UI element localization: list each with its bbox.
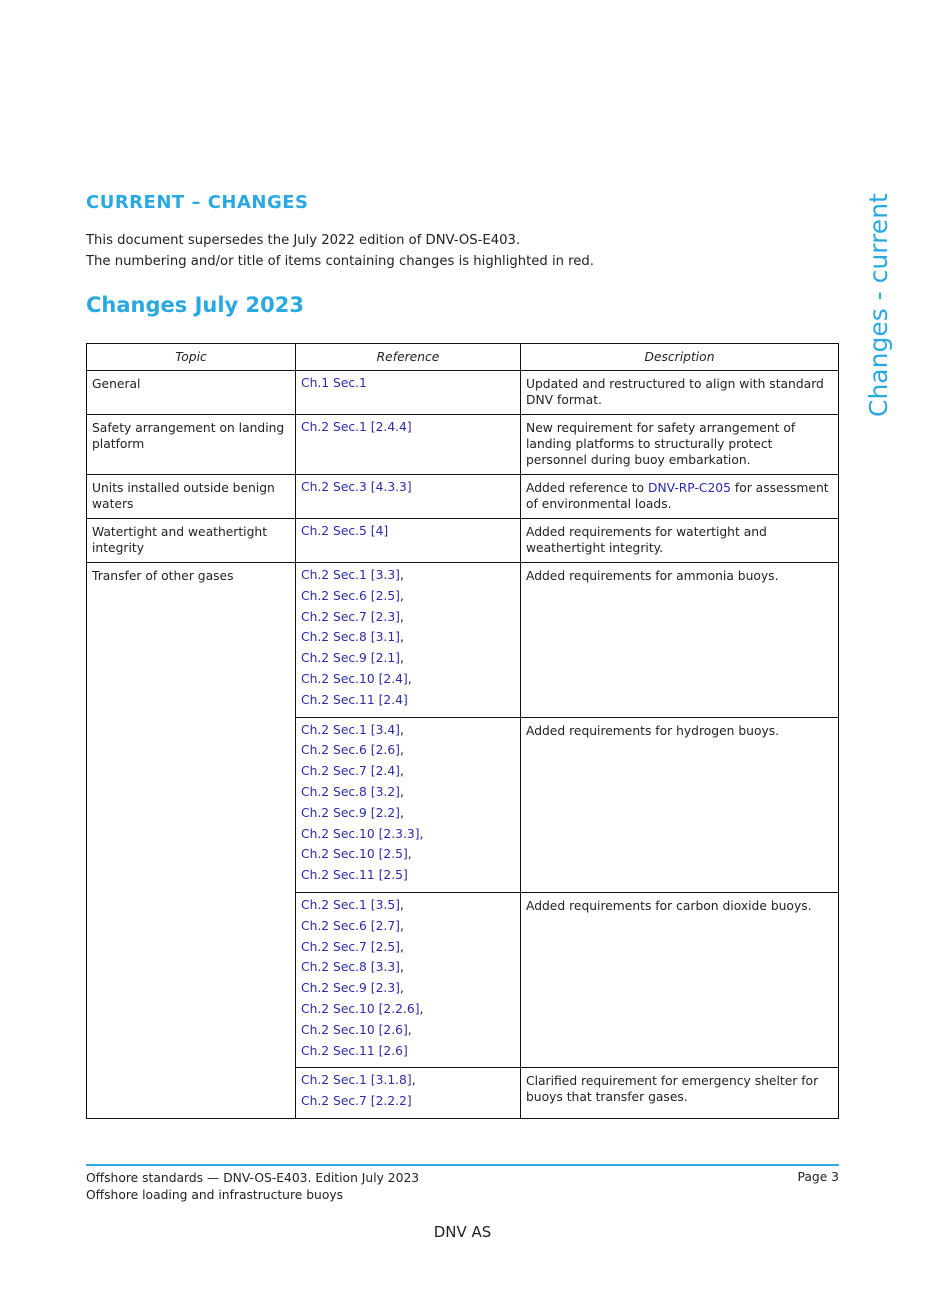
description-text: Added reference to xyxy=(526,481,648,495)
reference-link[interactable]: Ch.2 Sec.10 [2.3.3] xyxy=(301,826,420,841)
reference-link[interactable]: Ch.2 Sec.7 [2.4] xyxy=(301,764,400,779)
table-row: Ch.2 Sec.1 [3.1.8], Ch.2 Sec.7 [2.2.2] Cla… xyxy=(87,1067,839,1119)
reference-cell: Ch.2 Sec.1 [3.1.8], Ch.2 Sec.7 [2.2.2] xyxy=(295,1067,521,1119)
reference-link[interactable]: Ch.2 Sec.8 [3.2] xyxy=(301,784,400,799)
side-label: Changes - current xyxy=(864,193,894,417)
reference-link[interactable]: Ch.2 Sec.10 [2.4] xyxy=(301,671,408,686)
table-row: Watertight and weathertight integrity Ch.… xyxy=(86,518,839,563)
reference-link[interactable]: Ch.2 Sec.10 [2.5] xyxy=(301,847,408,862)
standard-link[interactable]: DNV-RP-C205 xyxy=(647,481,731,495)
reference-link[interactable]: Ch.2 Sec.7 [2.5] xyxy=(301,939,400,954)
reference-link[interactable]: Ch.2 Sec.7 [2.3] xyxy=(301,609,400,624)
topic-cell: Watertight and weathertight integrity xyxy=(86,518,296,563)
reference-link[interactable]: Ch.1 Sec.1 xyxy=(301,376,367,390)
topic-cell: Units installed outside benign waters xyxy=(86,474,296,519)
reference-cell: Ch.2 Sec.1 [3.4], Ch.2 Sec.6 [2.6], Ch.2 S… xyxy=(295,716,521,893)
reference-link[interactable]: Ch.2 Sec.10 [2.6] xyxy=(301,1022,408,1037)
reference-link[interactable]: Ch.2 Sec.9 [2.1] xyxy=(301,651,400,666)
description-cell: Clarified requirement for emergency shel… xyxy=(520,1067,839,1119)
reference-cell: Ch.2 Sec.1 [3.5], Ch.2 Sec.6 [2.7], Ch.2 S… xyxy=(295,891,521,1069)
description-text: Added requirements for watertight and we… xyxy=(526,525,767,555)
reference-link[interactable]: Ch.2 Sec.6 [2.7] xyxy=(301,918,400,933)
reference-link[interactable]: Ch.2 Sec.1 [3.5] xyxy=(301,897,400,912)
description-text: Added requirements for hydrogen buoys. xyxy=(526,723,780,738)
table-row: Safety arrangement on landing platform Ch… xyxy=(86,414,839,475)
footer-text: Offshore standards — DNV-OS-E403. Editio… xyxy=(86,1170,419,1204)
table-row: Units installed outside benign waters Ch.… xyxy=(86,474,839,519)
side-label-text: Changes - current xyxy=(864,193,893,417)
description-text: New requirement for safety arrangement o… xyxy=(526,421,796,467)
reference-link[interactable]: Ch.2 Sec.11 [2.6] xyxy=(301,1043,408,1058)
description-cell: Updated and restructured to align with s… xyxy=(520,370,839,415)
description-cell: Added requirements for watertight and we… xyxy=(520,518,839,563)
reference-link[interactable]: Ch.2 Sec.3 [4.3.3] xyxy=(301,480,412,494)
section-heading: CURRENT – CHANGES xyxy=(86,192,309,213)
reference-link[interactable]: Ch.2 Sec.5 [4] xyxy=(301,524,389,538)
header-reference: Reference xyxy=(295,343,521,371)
reference-link[interactable]: Ch.2 Sec.1 [3.4] xyxy=(301,722,400,737)
reference-link[interactable]: Ch.2 Sec.8 [3.3] xyxy=(301,960,400,975)
reference-cell: Ch.2 Sec.1 [3.3], Ch.2 Sec.6 [2.5], Ch.2 S… xyxy=(295,562,521,718)
reference-link[interactable]: Ch.2 Sec.10 [2.2.6] xyxy=(301,1001,420,1016)
description-cell: Added requirements for ammonia buoys. xyxy=(520,562,839,718)
page-number: Page 3 xyxy=(797,1170,839,1184)
reference-link[interactable]: Ch.2 Sec.8 [3.1] xyxy=(301,630,400,645)
header-topic: Topic xyxy=(86,343,296,371)
description-text: for assessment of environmental loads. xyxy=(526,481,829,511)
reference-cell: Ch.2 Sec.3 [4.3.3] xyxy=(295,474,521,519)
reference-link[interactable]: Ch.2 Sec.1 [2.4.4] xyxy=(301,420,412,434)
header-description: Description xyxy=(520,343,839,371)
description-cell: New requirement for safety arrangement o… xyxy=(520,414,839,475)
topic-cell: Transfer of other gases xyxy=(86,562,296,1119)
changes-heading: Changes July 2023 xyxy=(86,293,304,317)
topic-cell: Safety arrangement on landing platform xyxy=(86,414,296,475)
description-text: Clarified requirement for emergency shel… xyxy=(526,1074,819,1105)
description-text: Updated and restructured to align with s… xyxy=(526,377,824,407)
intro-line: The numbering and/or title of items cont… xyxy=(86,254,594,269)
reference-link[interactable]: Ch.2 Sec.1 [3.3] xyxy=(301,568,400,582)
reference-link[interactable]: Ch.2 Sec.11 [2.4] xyxy=(301,692,408,707)
table-row: General Ch.1 Sec.1 Updated and restructure… xyxy=(86,370,839,415)
description-text: Added requirements for ammonia buoys. xyxy=(526,569,779,583)
reference-link[interactable]: Ch.2 Sec.9 [2.3] xyxy=(301,981,400,996)
reference-link[interactable]: Ch.2 Sec.6 [2.6] xyxy=(301,743,400,758)
reference-link[interactable]: Ch.2 Sec.6 [2.5] xyxy=(301,588,400,603)
reference-link[interactable]: Ch.2 Sec.7 [2.2.2] xyxy=(301,1094,412,1109)
reference-cell: Ch.1 Sec.1 xyxy=(295,370,521,415)
description-text: Added requirements for carbon dioxide bu… xyxy=(526,898,812,913)
table-row: Ch.2 Sec.1 [3.4], Ch.2 Sec.6 [2.6], Ch.2 S… xyxy=(87,716,839,893)
table-row: Transfer of other gases Ch.2 Sec.1 [3.3],… xyxy=(86,562,839,1119)
footer-divider xyxy=(86,1164,839,1166)
company-name: DNV AS xyxy=(433,1223,492,1241)
topic-cell: General xyxy=(86,370,296,415)
reference-link[interactable]: Ch.2 Sec.1 [3.1.8] xyxy=(301,1073,412,1088)
description-cell: Added reference to DNV-RP-C205 for asses… xyxy=(520,474,839,519)
table-row: Ch.2 Sec.1 [3.5], Ch.2 Sec.6 [2.7], Ch.2 S… xyxy=(87,891,839,1069)
intro-text: This document supersedes the July 2022 e… xyxy=(86,230,594,272)
footer-line-1: Offshore standards — DNV-OS-E403. Editio… xyxy=(86,1171,420,1185)
description-cell: Added requirements for carbon dioxide bu… xyxy=(520,891,839,1069)
intro-line: This document supersedes the July 2022 e… xyxy=(86,233,521,248)
changes-table: Topic Reference Description General Ch.1 … xyxy=(86,343,839,1119)
reference-link[interactable]: Ch.2 Sec.9 [2.2] xyxy=(301,805,400,820)
reference-link[interactable]: Ch.2 Sec.11 [2.5] xyxy=(301,868,408,883)
reference-cell: Ch.2 Sec.5 [4] xyxy=(295,518,521,563)
description-cell: Added requirements for hydrogen buoys. xyxy=(520,716,839,893)
table-header-row: Topic Reference Description xyxy=(86,343,839,371)
footer-line-2: Offshore loading and infrastructure buoy… xyxy=(86,1188,344,1202)
reference-cell: Ch.2 Sec.1 [2.4.4] xyxy=(295,414,521,475)
